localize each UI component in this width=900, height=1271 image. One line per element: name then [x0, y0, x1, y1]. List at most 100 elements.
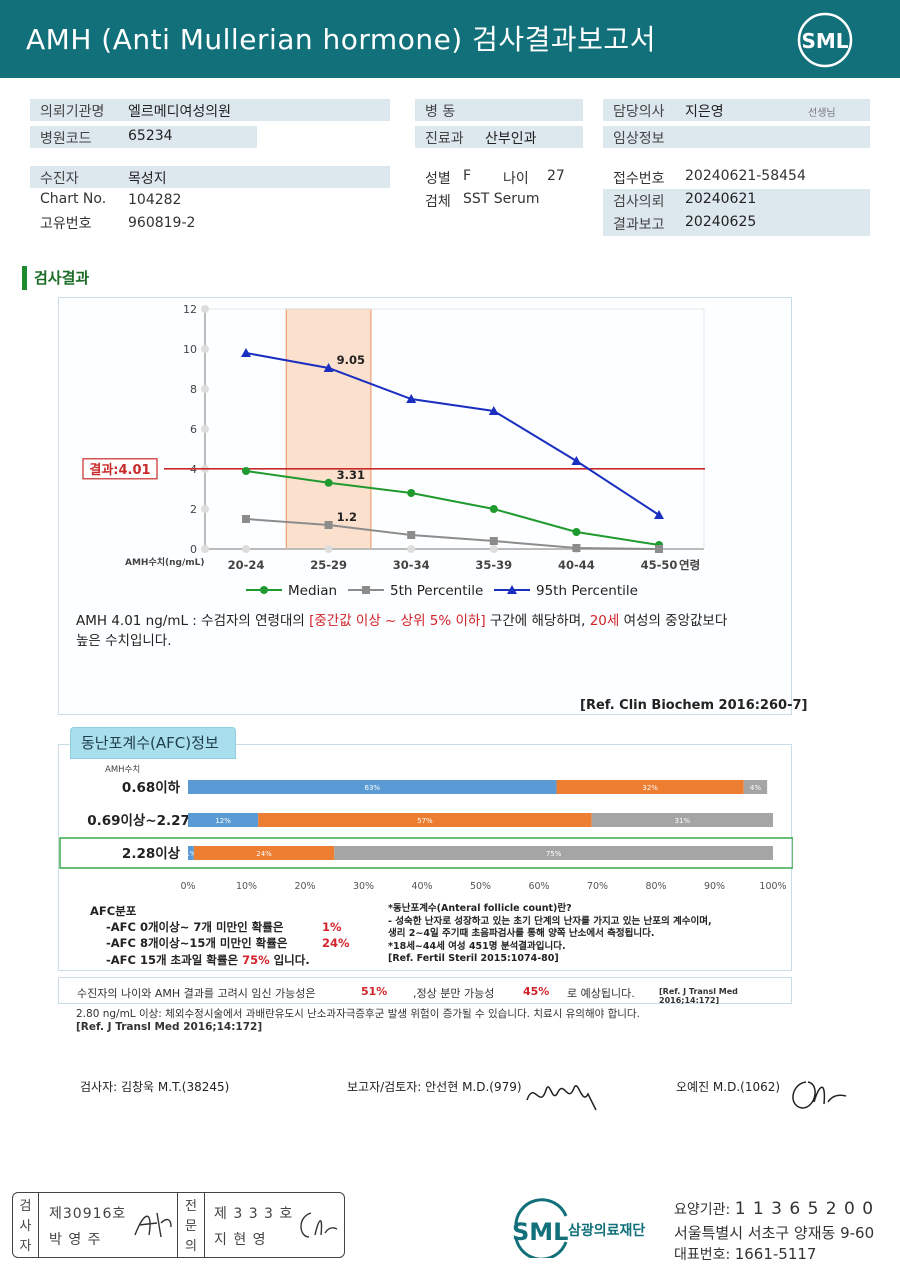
interp-range: [중간값 이상 ~ 상위 5% 이하] [309, 613, 486, 629]
footer-phone: 대표번호: 1661-5117 [674, 1244, 816, 1264]
chart-panel: 02468101220-2425-2930-3435-3940-4445-50A… [58, 297, 792, 715]
p5-point [655, 545, 663, 553]
dept-row: 진료과 산부인과 [415, 126, 583, 148]
footer-logo-text: SML [512, 1218, 568, 1246]
footer-code-label: 요양기관: [674, 1202, 735, 1218]
legend-label: 5th Percentile [390, 583, 483, 599]
x-axis-title: 연령 [679, 558, 700, 572]
median-point [242, 467, 250, 475]
highlight-age-band [285, 308, 372, 550]
afc-dist-value: 75% [242, 953, 270, 967]
afc-x-tick-label: 80% [645, 881, 666, 892]
doctor-stamp-signature-icon [300, 1212, 338, 1238]
stamp-char: 검 [19, 1199, 32, 1214]
afc-bar-segment [188, 780, 557, 794]
afc-bar-segment [188, 813, 259, 827]
afc-bar-chart: AMH수치 0.68이하 63% 32% 4% 0.69이상~2.27이하 12% 57% 31… [59, 765, 794, 892]
interpretation-text: AMH 4.01 ng/mL : 수검자의 연령대의 [중간값 이상 ~ 상위 … [76, 611, 796, 651]
stamp-char: 자 [19, 1239, 32, 1254]
afc-dist-line-3: -AFC 15개 초과일 확률은 75% 입니다. [106, 952, 310, 969]
interp-part3: 구간에 해당하며, [485, 613, 590, 629]
pregnancy-box: 수진자의 나이와 AMH 결과를 고려시 임신 가능성은 51% ,정상 분만 … [58, 977, 792, 1005]
legend-label: 95th Percentile [536, 583, 638, 599]
data-label: 9.05 [337, 353, 365, 367]
y-tick-label: 10 [183, 343, 197, 356]
afc-segment-label: 75% [546, 850, 562, 858]
x-tick-label: 30-34 [393, 558, 430, 572]
afc-bar-segment [743, 780, 768, 794]
sml-logo-icon: SML [797, 12, 853, 68]
request-label: 검사의뢰 [613, 194, 665, 210]
y-tick-dot [201, 305, 209, 313]
afc-x-tick-label: 100% [759, 881, 786, 892]
afc-segment-label: 1% [185, 850, 196, 858]
reporter-signature: 보고자/검토자: 안선현 M.D.(979) [347, 1080, 522, 1094]
stamp-char: 의 [185, 1239, 197, 1254]
report-value: 20240625 [685, 214, 757, 230]
p5-point [489, 537, 498, 545]
preg-value1: 51% [361, 985, 388, 998]
preg-value2: 45% [523, 985, 550, 998]
p95-point [571, 456, 582, 465]
data-label: 1.2 [337, 510, 357, 524]
preg-text3: 로 예상됩니다. [567, 987, 635, 1000]
afc-dist-text: -AFC 0개이상~ 7개 미만인 확률은 [106, 920, 284, 934]
x-tick-dot [407, 545, 416, 553]
note-line1: 2.80 ng/mL 이상: 체외수정시술에서 과배란유도시 난소과자극증후군 … [76, 1008, 640, 1020]
logo-text: SML [801, 29, 848, 53]
median-point [489, 505, 498, 513]
p95-point [654, 510, 664, 519]
code-value: 65234 [128, 128, 173, 144]
afc-x-tick-label: 10% [236, 881, 257, 892]
afc-segment-label: 4% [750, 784, 761, 792]
name-label: 수진자 [40, 171, 79, 187]
ohss-note: 2.80 ng/mL 이상: 체외수정시술에서 과배란유도시 난소과자극증후군 … [76, 1008, 640, 1034]
name-row: 수진자 목성지 [30, 166, 390, 188]
doctor-signature-mark-icon [792, 1081, 847, 1109]
stamp-tester-no: 제30916호 [49, 1206, 127, 1222]
y-tick-label: 2 [190, 503, 197, 516]
afc-segment-label: 32% [642, 784, 658, 792]
footer-phone-label: 대표번호: [674, 1247, 735, 1263]
footer-phone-value: 1661-5117 [734, 1245, 817, 1263]
afc-dist-value: 24% [322, 936, 350, 950]
result-label: 결과:4.01 [89, 462, 150, 478]
clinical-label: 임상정보 [613, 131, 665, 147]
note-ref: [Ref. J Transl Med 2016;14:172] [76, 1021, 263, 1033]
doctor-row: 담당의사 지은영 선생님 [603, 99, 870, 121]
doctor-value: 지은영 [685, 104, 724, 120]
afc-dist-line-2: -AFC 8개이상~15개 미만인 확률은 24% [106, 935, 350, 952]
name-value: 목성지 [128, 171, 167, 187]
afc-bar-segment [188, 846, 194, 860]
y-tick-label: 12 [183, 303, 197, 316]
stamp-tester-header: 검 사 자 [13, 1193, 39, 1257]
afc-dist-tail: 입니다. [269, 953, 310, 967]
95th-percentile-line [245, 352, 660, 516]
result-label-box [82, 458, 158, 480]
footer-sml-logo-icon: SML 삼광의료재단 [512, 1198, 645, 1258]
p5-point [407, 531, 416, 539]
afc-x-tick-label: 20% [294, 881, 315, 892]
id-value: 960819-2 [128, 215, 196, 231]
footer-address: 서울특별시 서초구 양재동 9-60 [674, 1224, 875, 1242]
interp-part5: 여성의 중앙값보다 [619, 613, 728, 629]
afc-x-tick-label: 40% [411, 881, 432, 892]
afc-segment-label: 12% [215, 817, 231, 825]
afc-panel: AMH수치 0.68이하 63% 32% 4% 0.69이상~2.27이하 12% 57% 31… [58, 744, 794, 971]
clinical-row: 임상정보 [603, 126, 870, 148]
id-label: 고유번호 [40, 216, 92, 232]
afc-x-tick-label: 60% [528, 881, 549, 892]
afc-x-tick-label: 50% [470, 881, 491, 892]
afc-bar-segment [258, 813, 592, 827]
afc-bar-segment [193, 846, 335, 860]
median-line [245, 470, 660, 546]
request-value: 20240621 [685, 191, 757, 207]
footer-org-name: 삼광의료재단 [568, 1222, 645, 1239]
x-tick-dot [489, 545, 498, 553]
afc-bar-segment [556, 780, 744, 794]
dept-label: 진료과 [425, 131, 464, 147]
afc-row-label: 0.68이하 [122, 779, 181, 796]
specimen-value: SST Serum [463, 191, 540, 207]
afc-segment-label: 24% [256, 850, 272, 858]
afc-bar-segment [591, 813, 773, 827]
